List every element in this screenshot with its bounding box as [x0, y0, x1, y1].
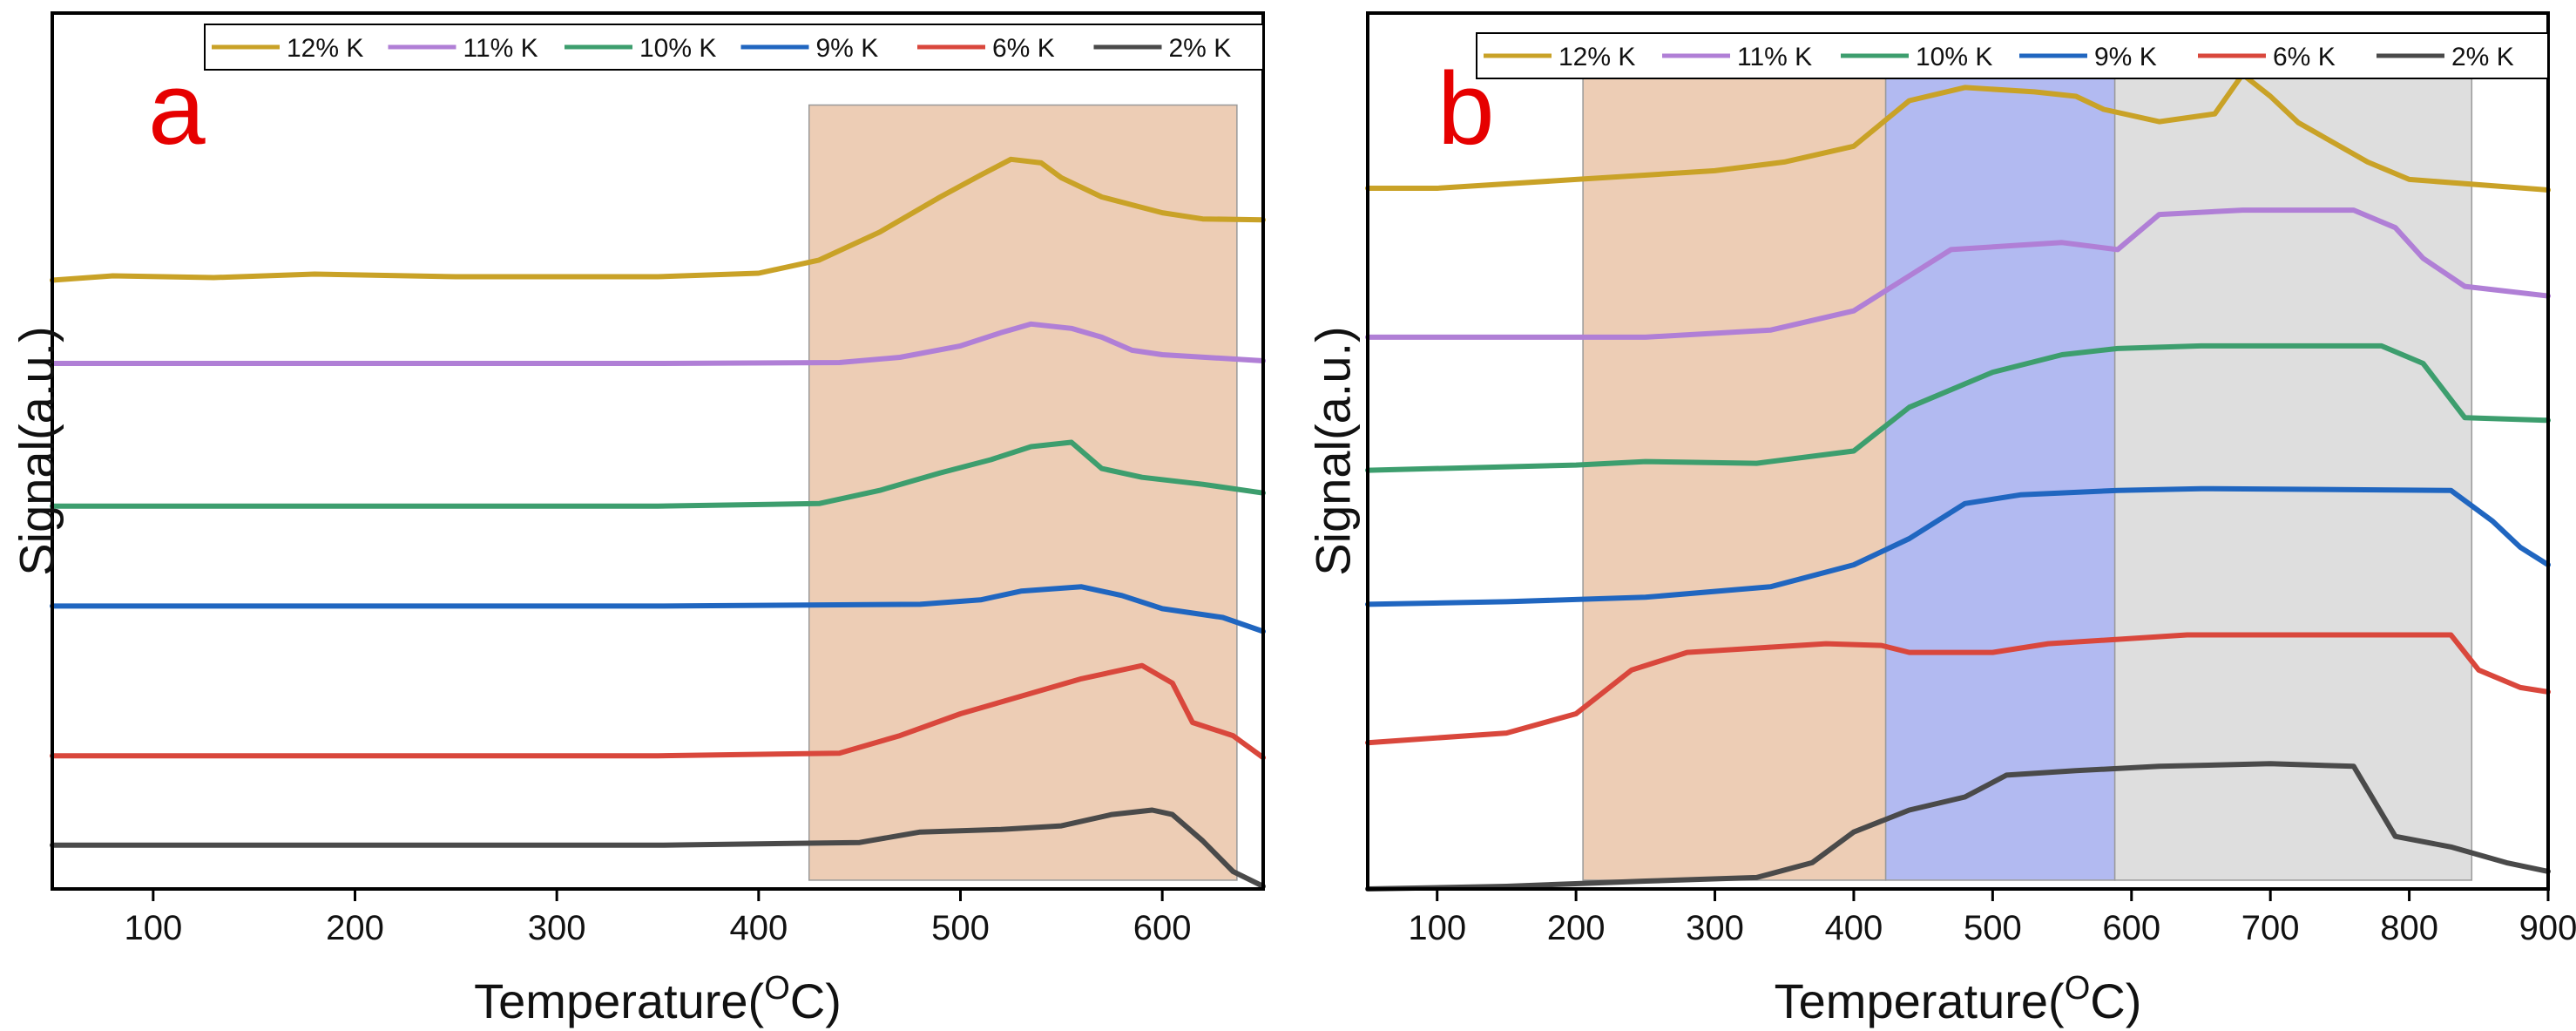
x-axis-title: Temperature(OC) — [1775, 970, 2142, 1028]
series-line-11k — [50, 321, 1266, 366]
series-line-9k — [1365, 485, 2551, 607]
x-tick-label: 800 — [2380, 909, 2438, 947]
x-tick-label: 100 — [1408, 909, 1466, 947]
series-line-11k — [1365, 207, 2551, 340]
legend-entry: 12% K — [287, 34, 363, 63]
x-axis-title-suffix: C) — [790, 973, 842, 1028]
shaded-region-2 — [1884, 69, 2116, 881]
x-tick-label: 600 — [2102, 909, 2160, 947]
x-axis-title-text: Temperature( — [1775, 973, 2065, 1028]
legend: 12% K 11% K 10% K 9% K 6% K 2% K — [204, 24, 1264, 71]
x-tick-label: 500 — [931, 909, 990, 947]
x-axis-title-superscript: O — [2065, 970, 2091, 1007]
x-tick-label: 500 — [1964, 909, 2022, 947]
series-line-10k — [1365, 343, 2551, 473]
legend-entry: 12% K — [1558, 43, 1635, 71]
panel-b: 100 200 300 400 500 600 700 800 900 Temperature(O… — [1306, 11, 2576, 1028]
legend-entry: 9% K — [2094, 43, 2157, 71]
x-tick-label: 900 — [2519, 909, 2576, 947]
legend-box — [204, 24, 1264, 71]
legend-box — [1476, 32, 2549, 79]
x-tick-label: 400 — [729, 909, 788, 947]
x-tick-label: 200 — [1547, 909, 1606, 947]
x-axis-title-suffix: C) — [2090, 973, 2141, 1028]
series-line-12k — [50, 156, 1266, 283]
x-tick-label: 300 — [528, 909, 586, 947]
legend-entry: 2% K — [2451, 43, 2514, 71]
series-line-10k — [50, 439, 1266, 509]
legend-entry: 9% K — [816, 34, 879, 63]
shaded-region-3 — [2113, 69, 2473, 881]
series-line-2k — [50, 807, 1266, 889]
legend: 12% K 11% K 10% K 9% K 6% K 2% K — [1476, 32, 2549, 79]
series-line-9k — [50, 584, 1266, 634]
legend-entry: 6% K — [2273, 43, 2336, 71]
x-tick-label: 700 — [2241, 909, 2300, 947]
legend-entry: 2% K — [1169, 34, 1232, 63]
legend-entry: 10% K — [639, 34, 716, 63]
x-tick-label: 400 — [1825, 909, 1883, 947]
x-axis-title: Temperature(OC) — [474, 970, 842, 1028]
legend-entry: 11% K — [1737, 43, 1812, 71]
panel-a: 100 200 300 400 500 600 Temperature(OC) Signal(… — [10, 11, 1266, 1028]
series-line-6k — [1365, 632, 2551, 746]
x-tick-label: 200 — [326, 909, 384, 947]
series-line-12k — [1365, 71, 2551, 193]
x-tick-label: 300 — [1686, 909, 1744, 947]
shaded-region-1 — [1582, 69, 1887, 881]
legend-entry: 6% K — [992, 34, 1055, 63]
x-tick-label: 100 — [124, 909, 182, 947]
x-axis-title-superscript: O — [764, 970, 790, 1007]
panel-letter: a — [148, 51, 206, 166]
series-line-2k — [1365, 761, 2551, 892]
legend-entry: 10% K — [1916, 43, 1992, 71]
y-axis-title: Signal(a.u.) — [10, 326, 64, 575]
y-axis-title: Signal(a.u.) — [1306, 326, 1361, 575]
series-line-6k — [50, 662, 1266, 761]
legend-entry: 11% K — [463, 34, 538, 63]
plot-frame — [51, 11, 1265, 891]
plot-frame — [1366, 11, 2550, 891]
x-tick-label: 600 — [1133, 909, 1192, 947]
x-axis-title-text: Temperature( — [474, 973, 764, 1028]
